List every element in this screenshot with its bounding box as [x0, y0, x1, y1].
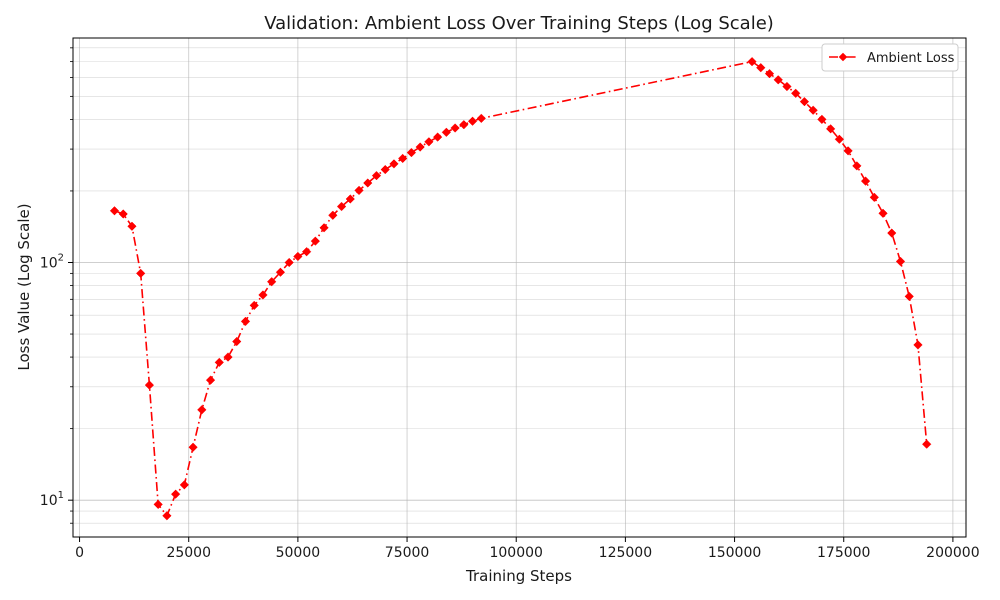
data-point: [188, 442, 198, 452]
data-point: [913, 340, 923, 350]
data-point: [476, 113, 486, 124]
data-point: [764, 68, 775, 79]
data-point: [424, 137, 434, 147]
data-point: [301, 247, 312, 257]
data-point: [354, 185, 364, 196]
data-point: [773, 75, 783, 85]
data-point: [109, 206, 120, 216]
data-point: [267, 277, 277, 287]
data-point: [791, 88, 801, 98]
data-point: [284, 257, 294, 268]
data-point: [389, 159, 399, 169]
data-point: [170, 489, 181, 499]
data-point: [860, 176, 871, 186]
data-point: [887, 228, 897, 238]
data-point: [852, 161, 862, 171]
x-tick-label: 150000: [708, 545, 761, 561]
data-point: [371, 170, 382, 181]
data-point: [293, 251, 303, 262]
data-point: [380, 164, 390, 175]
series-line: [114, 60, 928, 518]
data-point: [205, 375, 216, 385]
legend-box: [821, 43, 959, 72]
data-point: [441, 127, 452, 137]
data-point: [328, 210, 338, 220]
legend: Ambient Loss: [821, 43, 959, 72]
data-point: [825, 124, 836, 134]
legend-marker: [838, 52, 848, 62]
chart-title: Validation: Ambient Loss Over Training S…: [264, 13, 774, 34]
data-point: [432, 132, 443, 142]
data-point: [450, 123, 460, 133]
grid: [73, 38, 966, 537]
legend-label: Ambient Loss: [867, 51, 955, 66]
data-point: [782, 81, 792, 92]
data-point: [756, 63, 766, 73]
data-point: [249, 300, 259, 311]
data-point: [345, 194, 355, 204]
x-tick-label: 0: [75, 545, 84, 561]
data-point: [240, 316, 251, 327]
data-point: [136, 268, 146, 279]
x-tick-label: 100000: [489, 545, 542, 561]
data-point: [223, 352, 233, 362]
data-point: [808, 105, 818, 115]
data-point: [197, 405, 207, 415]
data-point: [363, 178, 373, 188]
x-tick-label: 75000: [385, 545, 430, 561]
data-point: [162, 511, 172, 521]
x-tick-label: 175000: [817, 545, 870, 561]
data-point: [153, 499, 163, 510]
data-point: [336, 201, 347, 212]
x-tick-label: 50000: [276, 545, 321, 561]
data-point: [459, 120, 469, 130]
data-point: [118, 209, 128, 219]
data-point: [869, 192, 879, 202]
data-point: [214, 357, 224, 368]
y-tick-label: 101: [40, 490, 64, 509]
data-point: [232, 336, 242, 347]
data-point: [922, 439, 932, 449]
series-layer: [109, 56, 932, 521]
data-point: [144, 380, 155, 390]
x-tick-label: 200000: [926, 545, 979, 561]
data-point: [834, 134, 845, 144]
x-tick-label: 25000: [166, 545, 211, 561]
data-point: [398, 153, 408, 164]
data-point: [310, 236, 321, 246]
y-axis: 101 102: [40, 47, 73, 524]
data-point: [799, 96, 810, 107]
data-point: [179, 480, 190, 490]
data-point: [895, 256, 906, 267]
data-point: [747, 56, 757, 67]
data-point: [258, 290, 268, 300]
plot-frame: [72, 37, 967, 538]
data-point: [319, 223, 329, 233]
data-point: [415, 142, 425, 152]
data-point: [406, 147, 417, 158]
data-point: [275, 267, 286, 277]
y-axis-label: Loss Value (Log Scale): [15, 203, 33, 370]
data-point: [817, 114, 827, 125]
data-point: [878, 208, 888, 218]
data-point: [127, 221, 137, 231]
data-point: [904, 291, 914, 302]
x-tick-label: 125000: [599, 545, 652, 561]
x-axis: 0 25000 50000 75000 100000 125000 150000 175000…: [75, 537, 980, 561]
data-point: [843, 146, 853, 156]
x-axis-label: Training Steps: [465, 567, 572, 585]
data-point: [467, 116, 478, 126]
y-tick-label: 102: [40, 252, 64, 271]
